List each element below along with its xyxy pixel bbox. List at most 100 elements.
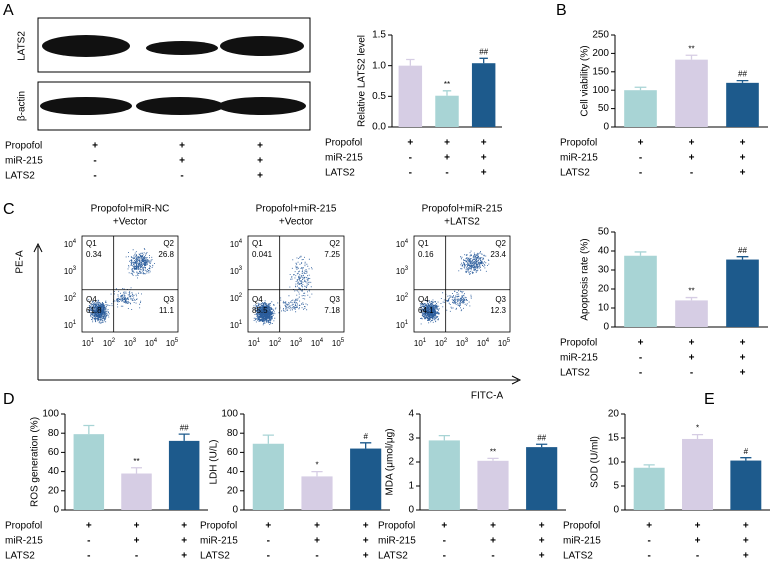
error-bar (536, 443, 548, 448)
y-tick-label: 10 (608, 457, 620, 468)
panel-label: E (704, 391, 715, 408)
condition-sign: - (93, 156, 96, 167)
tick-base: 10 (248, 339, 257, 348)
bar (624, 255, 657, 327)
tick-base: 10 (290, 339, 299, 348)
condition-name: LATS2 (563, 551, 593, 562)
error-bar (487, 457, 499, 461)
condition-sign: + (444, 138, 450, 149)
flow-frame (413, 235, 511, 333)
condition-name: miR-215 (5, 156, 43, 167)
y-tick-label: 20 (48, 485, 60, 496)
condition-name: miR-215 (5, 536, 43, 547)
y-tick-label: 50 (598, 227, 610, 238)
bar (726, 259, 759, 327)
tick-label: 102 (435, 338, 448, 349)
y-tick-label: 0 (603, 122, 609, 133)
condition-sign: + (743, 551, 749, 562)
condition-name: LATS2 (560, 368, 590, 379)
condition-sign: + (689, 153, 695, 164)
error-bar (634, 251, 647, 256)
condition-name: miR-215 (560, 153, 598, 164)
condition-sign: + (265, 521, 271, 532)
tick-label: 105 (332, 338, 345, 349)
condition-sign: - (443, 536, 446, 547)
condition-name: Propofol (560, 138, 597, 149)
quadrant-value: 61.8 (86, 306, 102, 315)
tick-exponent: 1 (405, 320, 409, 326)
condition-sign: - (690, 168, 693, 179)
tick-exponent: 1 (73, 320, 77, 326)
tick-label: 105 (498, 338, 511, 349)
flow-dots (87, 248, 155, 324)
tick-base: 10 (396, 267, 405, 276)
condition-sign: + (740, 353, 746, 364)
significance: ** (688, 287, 694, 296)
flow-title: Propofol+miR-215 (256, 204, 337, 215)
tick-label: 103 (124, 338, 137, 349)
flow-axis-label: FITC-A (471, 391, 504, 402)
y-axis-label: Apoptosis rate (%) (580, 238, 591, 320)
condition-sign: + (638, 138, 644, 149)
quadrant-name: Q3 (163, 295, 174, 304)
condition-name: miR-215 (560, 353, 598, 364)
y-tick-label: 1 (408, 481, 414, 492)
tick-base: 10 (103, 339, 112, 348)
condition-sign: + (743, 521, 749, 532)
tick-base: 10 (64, 240, 73, 249)
tick-base: 10 (396, 321, 405, 330)
condition-name: Propofol (563, 521, 600, 532)
tick-exponent: 1 (239, 320, 243, 326)
tick-base: 10 (477, 339, 486, 348)
y-tick-label: 60 (48, 447, 60, 458)
y-tick-label: 2 (408, 457, 414, 468)
condition-sign: - (87, 536, 90, 547)
error-bar (736, 79, 749, 83)
tick-label: 102 (103, 338, 116, 349)
significance: ** (133, 457, 139, 466)
y-tick-label: 0 (232, 505, 238, 516)
bar (726, 82, 759, 127)
tick-exponent: 4 (154, 338, 158, 344)
bar (682, 438, 713, 510)
error-bar (685, 296, 698, 301)
error-bar (736, 256, 749, 260)
condition-name: miR-215 (563, 536, 601, 547)
tick-label: 103 (396, 266, 409, 277)
condition-sign: + (638, 338, 644, 349)
tick-exponent: 5 (507, 338, 511, 344)
tick-base: 10 (64, 267, 73, 276)
significance: ## (479, 47, 488, 56)
flow-axis-arrow (33, 242, 522, 385)
condition-sign: - (690, 368, 693, 379)
y-axis-label: MDA (μmol/μg) (385, 428, 396, 495)
tick-base: 10 (498, 339, 507, 348)
condition-sign: - (639, 368, 642, 379)
tick-label: 101 (64, 320, 77, 331)
significance: ** (444, 80, 450, 89)
bar (730, 460, 762, 510)
y-tick-label: 20 (598, 284, 610, 295)
tick-label: 101 (414, 338, 427, 349)
tick-exponent: 2 (239, 293, 243, 299)
condition-name: Propofol (560, 338, 597, 349)
significance: ## (738, 70, 747, 79)
condition-sign: + (181, 536, 187, 547)
condition-sign: + (539, 536, 545, 547)
tick-label: 102 (64, 293, 77, 304)
bar (435, 95, 459, 127)
error-bar (479, 57, 488, 64)
quadrant-value: 0.34 (86, 250, 102, 259)
condition-sign: + (181, 521, 187, 532)
panel-label: A (3, 2, 14, 19)
condition-sign: + (689, 138, 695, 149)
condition-sign: + (740, 153, 746, 164)
y-tick-label: 0 (613, 505, 619, 516)
significance: * (696, 424, 699, 433)
condition-sign: - (180, 171, 183, 182)
condition-sign: + (646, 521, 652, 532)
y-tick-label: 150 (592, 66, 609, 77)
tick-label: 104 (64, 239, 77, 250)
error-bar (442, 90, 452, 96)
